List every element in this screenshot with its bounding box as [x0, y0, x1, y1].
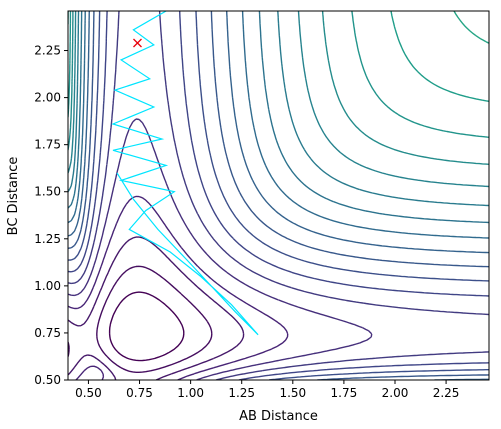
y-tick-label: 2.25 [34, 44, 61, 58]
plot-frame [67, 10, 490, 381]
contour-level [108, 291, 185, 362]
contour-level [68, 118, 373, 380]
contour-level [453, 11, 489, 44]
x-tick-label: 1.00 [177, 386, 204, 400]
y-tick-label: 2.00 [34, 91, 61, 105]
y-tick-label: 1.00 [34, 279, 61, 293]
y-axis-label: BC Distance [6, 157, 21, 236]
y-tick-label: 1.75 [34, 138, 61, 152]
x-tick-label: 2.25 [433, 386, 460, 400]
x-tick-label: 2.00 [382, 386, 409, 400]
contour-level [68, 11, 489, 380]
y-tick-label: 1.50 [34, 185, 61, 199]
contour-level [68, 11, 489, 239]
y-tick-label: 1.25 [34, 232, 61, 246]
y-tick-label: 0.50 [34, 373, 61, 387]
start-marker [133, 38, 142, 48]
x-axis-ticks: 0.50 0.75 1.00 1.25 1.50 1.75 2.00 2.25 [75, 380, 459, 400]
contour-level [68, 11, 489, 207]
x-axis-label: AB Distance [239, 409, 318, 424]
x-tick-label: 0.50 [75, 386, 102, 400]
x-tick-label: 1.25 [228, 386, 255, 400]
contour-level [68, 236, 245, 380]
contour-level [68, 11, 489, 188]
contour-level [68, 11, 489, 138]
contour-level [68, 195, 289, 380]
marker-stroke [133, 38, 142, 48]
contour-level [68, 11, 489, 224]
x-tick-label: 1.75 [331, 386, 358, 400]
trajectory-line [111, 11, 259, 336]
y-axis-ticks: 0.50 0.75 1.00 1.25 1.50 1.75 2.00 2.25 [34, 44, 68, 387]
x-tick-label: 1.50 [279, 386, 306, 400]
contour-level [68, 11, 489, 102]
trajectory [111, 11, 259, 336]
contour-level [68, 265, 213, 373]
contour-lines [68, 11, 489, 380]
contour-level [68, 11, 489, 165]
contour-level [68, 11, 489, 380]
y-tick-label: 0.75 [34, 326, 61, 340]
x-tick-label: 0.75 [126, 386, 153, 400]
